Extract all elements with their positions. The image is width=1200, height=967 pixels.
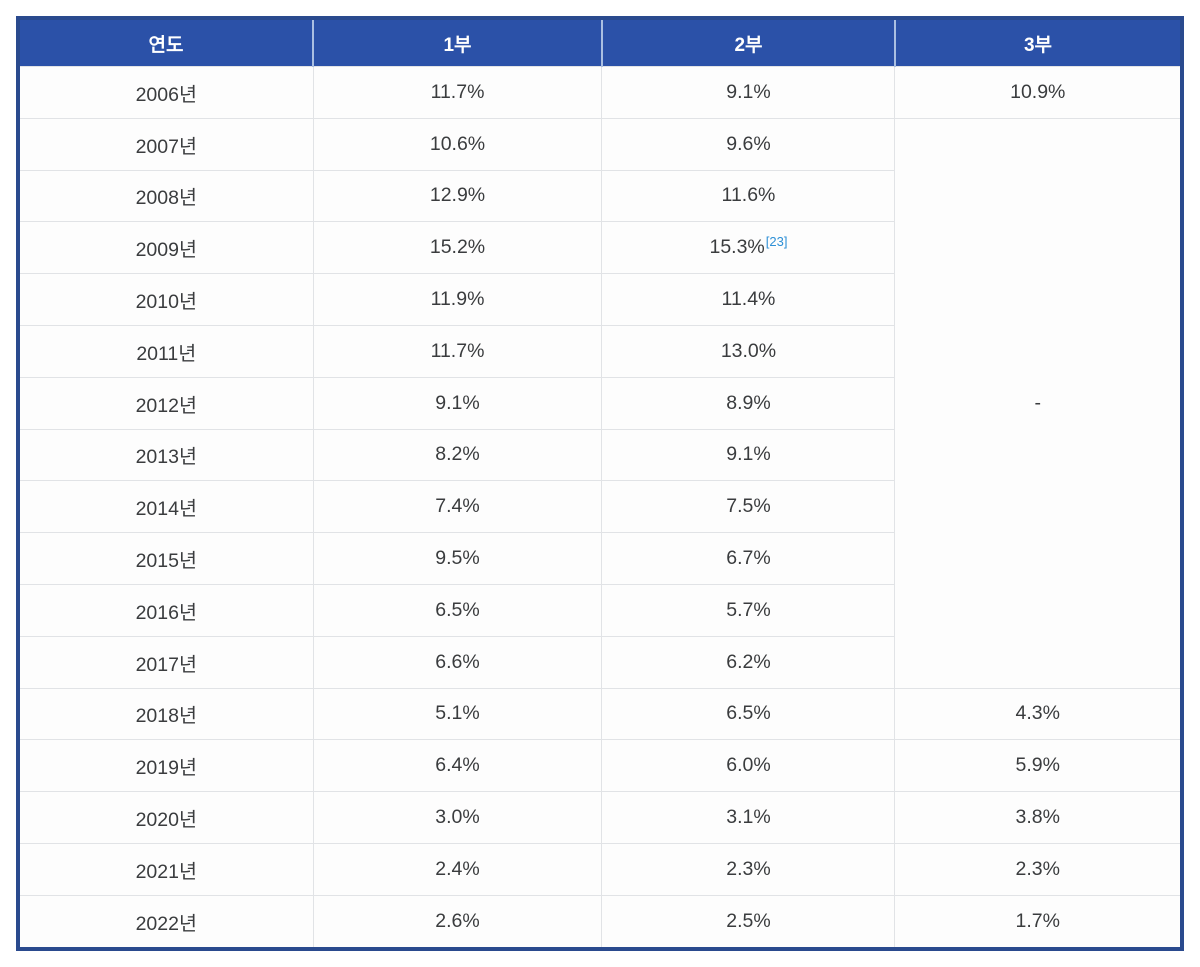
column-header-league3: 3부	[893, 18, 1182, 67]
year-cell: 2012년	[17, 376, 314, 430]
league1-value-cell: 11.7%	[312, 324, 603, 378]
league3-value-cell: 10.9%	[894, 66, 1183, 119]
league1-value-cell: 11.9%	[312, 273, 603, 326]
column-header-year: 연도	[18, 18, 313, 67]
table-row-2009: 2009년 15.2% 15.3%[23]	[17, 221, 1182, 275]
league3-value-cell: 2.3%	[894, 842, 1183, 896]
league3-value-cell: 4.3%	[894, 687, 1183, 741]
league2-value-cell: 2.5%	[601, 894, 896, 950]
yearly-ratings-table: 연도 1부 2부 3부 2006년 11.7% 9.1% 10.9% 2007년 10.6% 9.…	[16, 16, 1184, 951]
league1-value-cell: 7.4%	[312, 480, 603, 534]
year-cell: 2016년	[17, 583, 314, 637]
year-cell: 2018년	[17, 687, 314, 741]
column-header-league2: 2부	[600, 18, 895, 67]
league2-value-cell: 9.6%	[601, 117, 896, 171]
league2-value-cell: 6.2%	[601, 635, 896, 689]
year-cell: 2013년	[17, 428, 314, 482]
league1-value-cell: 6.4%	[312, 739, 603, 793]
league2-value-cell: 8.9%	[601, 376, 896, 430]
footnote-23-link[interactable]: [23]	[765, 233, 788, 249]
league1-value-cell: 3.0%	[312, 791, 603, 844]
table-row-2014: 2014년 7.4% 7.5%	[17, 480, 1182, 534]
year-cell: 2011년	[17, 324, 314, 378]
table-row-2013: 2013년 8.2% 9.1%	[17, 428, 1182, 482]
table-row-2016: 2016년 6.5% 5.7%	[17, 583, 1182, 637]
table-row-2008: 2008년 12.9% 11.6%	[17, 169, 1182, 223]
header-row: 연도 1부 2부 3부	[18, 18, 1182, 67]
league1-value-cell: 2.6%	[312, 894, 603, 950]
league3-value-cell: 5.9%	[894, 739, 1183, 793]
league2-value-cell: 5.7%	[601, 583, 896, 637]
year-cell: 2017년	[17, 635, 314, 689]
league1-value-cell: 12.9%	[312, 169, 603, 223]
table-row-2022: 2022년 2.6% 2.5% 1.7%	[17, 894, 1183, 950]
league3-value-cell: 3.8%	[894, 791, 1183, 844]
league2-value-cell: 6.7%	[601, 532, 896, 585]
table-row-2011: 2011년 11.7% 13.0%	[17, 324, 1182, 378]
league1-value-cell: 5.1%	[312, 687, 603, 741]
table-row-2019: 2019년 6.4% 6.0% 5.9%	[17, 739, 1183, 793]
table-head: 연도 1부 2부 3부	[18, 18, 1182, 67]
year-cell: 2006년	[17, 66, 314, 119]
table-row-2007: 2007년 10.6% 9.6% -	[17, 117, 1183, 689]
year-cell: 2014년	[17, 480, 314, 534]
table-row-2012: 2012년 9.1% 8.9%	[17, 376, 1182, 430]
table-row-2020: 2020년 3.0% 3.1% 3.8%	[17, 791, 1183, 844]
league2-value-cell: 13.0%	[601, 324, 896, 378]
league2-value-cell: 9.1%	[601, 428, 896, 482]
league1-value-cell: 9.5%	[312, 532, 603, 585]
league2-value-cell: 6.5%	[601, 687, 896, 741]
league1-value-cell: 2.4%	[312, 842, 603, 896]
column-header-league1: 1부	[312, 18, 602, 67]
league3-merged-empty-cell: -	[894, 117, 1183, 689]
league3-value-cell: 1.7%	[894, 894, 1183, 950]
league2-value-cell: 11.6%	[601, 169, 896, 223]
table-body: 2006년 11.7% 9.1% 10.9% 2007년 10.6% 9.6% -2008년 1…	[17, 66, 1183, 950]
year-cell: 2019년	[17, 739, 314, 793]
league1-value-cell: 11.7%	[312, 66, 603, 119]
league1-value-cell: 6.6%	[312, 635, 603, 689]
year-cell: 2007년	[17, 117, 314, 171]
year-cell: 2010년	[17, 273, 314, 326]
league1-value-cell: 6.5%	[312, 583, 603, 637]
year-cell: 2022년	[17, 894, 314, 950]
year-cell: 2015년	[17, 532, 314, 585]
league2-value-cell: 11.4%	[601, 273, 896, 326]
year-cell: 2020년	[17, 791, 314, 844]
league2-value-cell: 3.1%	[601, 791, 896, 844]
league2-value-cell: 9.1%	[601, 66, 896, 119]
table-row-2021: 2021년 2.4% 2.3% 2.3%	[17, 842, 1183, 896]
league1-value-cell: 9.1%	[312, 376, 603, 430]
league2-value-cell: 15.3%[23]	[601, 221, 896, 275]
league1-value-cell: 15.2%	[312, 221, 603, 275]
year-cell: 2009년	[17, 221, 314, 275]
league2-value-cell: 6.0%	[601, 739, 896, 793]
table-row-2010: 2010년 11.9% 11.4%	[17, 273, 1182, 326]
year-cell: 2021년	[17, 842, 314, 896]
league1-value-cell: 10.6%	[312, 117, 603, 171]
table-row-2006: 2006년 11.7% 9.1% 10.9%	[17, 66, 1183, 119]
table-row-2015: 2015년 9.5% 6.7%	[17, 532, 1182, 585]
year-cell: 2008년	[17, 169, 314, 223]
league1-value-cell: 8.2%	[312, 428, 603, 482]
league2-value-cell: 7.5%	[601, 480, 896, 534]
table-row-2017: 2017년 6.6% 6.2%	[17, 635, 1182, 689]
league2-value-cell: 2.3%	[601, 842, 896, 896]
table-row-2018: 2018년 5.1% 6.5% 4.3%	[17, 687, 1183, 741]
